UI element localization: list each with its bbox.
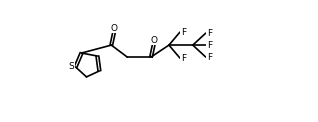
Text: F: F (207, 29, 212, 38)
Text: O: O (150, 36, 157, 45)
Text: S: S (69, 62, 74, 71)
Text: F: F (181, 28, 186, 37)
Text: F: F (207, 41, 212, 50)
Text: O: O (111, 24, 118, 33)
Text: F: F (207, 53, 212, 61)
Text: F: F (181, 54, 186, 62)
